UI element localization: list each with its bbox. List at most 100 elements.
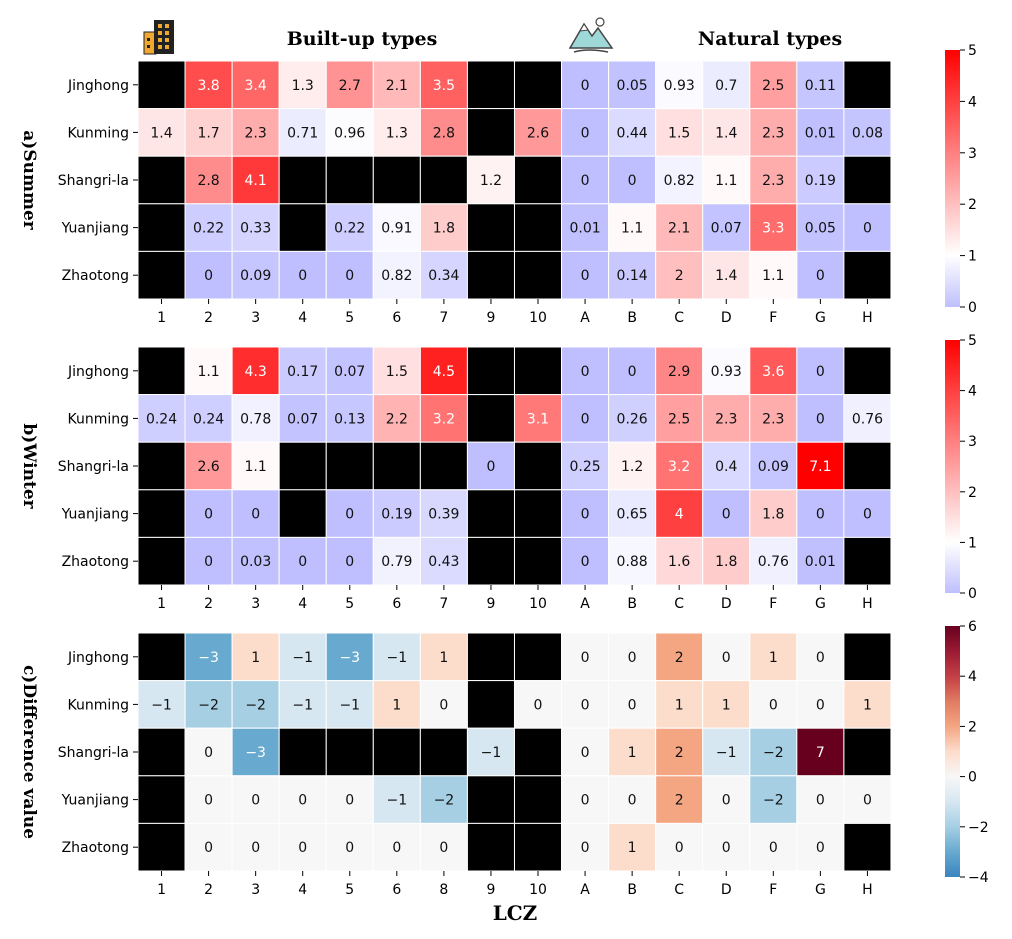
cell-value-label: 0 (204, 507, 213, 523)
cell-value-label: 0 (581, 507, 590, 523)
heatmap-cell (137, 346, 186, 396)
colorbar-tick-label: 5 (968, 43, 977, 59)
cell-value-label: 1.4 (715, 268, 737, 284)
cell-value-label: 0.24 (193, 411, 224, 427)
heatmap-cell (466, 536, 515, 586)
heatmap-cell (278, 203, 327, 252)
cell-value-label: 0 (628, 364, 637, 380)
cell-value-label: 0.01 (805, 554, 836, 570)
heatmap-cell (419, 155, 468, 205)
cell-value-label: 2.6 (527, 125, 549, 141)
cell-value-label: 2.9 (668, 364, 690, 380)
cell-value-label: 3.3 (762, 221, 784, 237)
heatmap-cell (184, 680, 233, 729)
heatmap-cell (513, 727, 563, 777)
cell-value-label: 0.01 (805, 125, 836, 141)
heatmap-cell (372, 394, 421, 443)
heatmap-cell (325, 775, 374, 824)
cell-value-label: 0.93 (664, 78, 695, 94)
cell-value-label: 0 (863, 793, 872, 809)
heatmap-cell (137, 60, 186, 110)
panel-title: b)Winter (19, 423, 39, 509)
column-label: F (769, 596, 777, 612)
column-label: B (627, 596, 637, 612)
heatmap-cell (184, 489, 233, 538)
cell-value-label: 1 (675, 697, 684, 713)
heatmap-cell (655, 394, 704, 443)
column-label: C (674, 596, 684, 612)
cell-value-label: 0.4 (715, 459, 737, 475)
cell-value-label: 0 (486, 459, 495, 475)
column-label: 6 (392, 596, 401, 612)
cell-value-label: 1.1 (715, 173, 737, 189)
heatmap-cell (608, 680, 657, 729)
cell-value-label: 0 (816, 507, 825, 523)
heatmap-cell (749, 441, 798, 491)
heatmap-cell (561, 155, 610, 205)
heatmap-cell (749, 775, 798, 824)
heatmap-cell (325, 680, 374, 729)
cell-value-label: 0 (581, 554, 590, 570)
cell-value-label: 0.26 (617, 411, 648, 427)
column-label: H (862, 596, 873, 612)
cell-value-label: 1.5 (668, 125, 690, 141)
heatmap-cell (419, 250, 468, 300)
colorbar-tick-label: −4 (968, 870, 989, 886)
cell-value-label: 0.76 (852, 411, 883, 427)
column-label: G (815, 882, 826, 898)
column-label: 10 (529, 596, 547, 612)
row-label: Yuanjiang (61, 793, 129, 809)
cell-value-label: 2.5 (668, 411, 690, 427)
cell-value-label: 0.14 (617, 268, 648, 284)
cell-value-label: 1.7 (197, 125, 219, 141)
colorbar-tick-label: 1 (968, 535, 977, 551)
column-label: B (627, 310, 637, 326)
cell-value-label: 0.78 (240, 411, 271, 427)
cell-value-label: −1 (292, 697, 313, 713)
column-label: 4 (298, 882, 307, 898)
heatmap-cell (843, 394, 892, 443)
cell-value-label: 1.5 (386, 364, 408, 380)
row-label: Shangri-la (58, 459, 129, 475)
colorbar-tick-label: 2 (968, 719, 977, 735)
column-label: 6 (392, 882, 401, 898)
heatmap-cell (702, 536, 751, 586)
cell-value-label: 2.3 (762, 173, 784, 189)
cell-value-label: 1.1 (762, 268, 784, 284)
column-label: 1 (157, 882, 166, 898)
colorbar-tick-label: 2 (968, 485, 977, 501)
cell-value-label: 3.6 (762, 364, 784, 380)
cell-value-label: 4 (675, 507, 684, 523)
cell-value-label: 0 (628, 793, 637, 809)
cell-value-label: 0 (298, 268, 307, 284)
cell-value-label: 7 (816, 745, 825, 761)
cell-value-label: 3.2 (668, 459, 690, 475)
heatmap-cell (137, 680, 186, 729)
colorbar-tick-label: 0 (968, 300, 977, 316)
heatmap-cell (137, 727, 186, 777)
cell-value-label: 1.1 (197, 364, 219, 380)
cell-value-label: −1 (387, 650, 408, 666)
heatmap-cell (702, 775, 751, 824)
heatmap-cell (796, 346, 845, 396)
cell-value-label: 0.03 (240, 554, 271, 570)
column-label: 3 (251, 310, 260, 326)
heatmap-cell (372, 536, 421, 586)
cell-value-label: 3.8 (197, 78, 219, 94)
cell-value-label: 1 (863, 697, 872, 713)
panel-title: a)Summer (19, 130, 39, 230)
cell-value-label: 0 (345, 793, 354, 809)
cell-value-label: 0 (581, 268, 590, 284)
heatmap-cell (419, 489, 468, 538)
row-label: Shangri-la (58, 745, 129, 761)
cell-value-label: 0 (628, 650, 637, 666)
heatmap-cell (608, 203, 657, 252)
column-label: 2 (204, 596, 213, 612)
cell-value-label: 0.96 (334, 125, 365, 141)
cell-value-label: 0.39 (428, 507, 459, 523)
cell-value-label: 0 (769, 697, 778, 713)
cell-value-label: 0 (345, 507, 354, 523)
cell-value-label: −2 (763, 745, 784, 761)
heatmap-cell (419, 536, 468, 586)
column-label: 5 (345, 882, 354, 898)
